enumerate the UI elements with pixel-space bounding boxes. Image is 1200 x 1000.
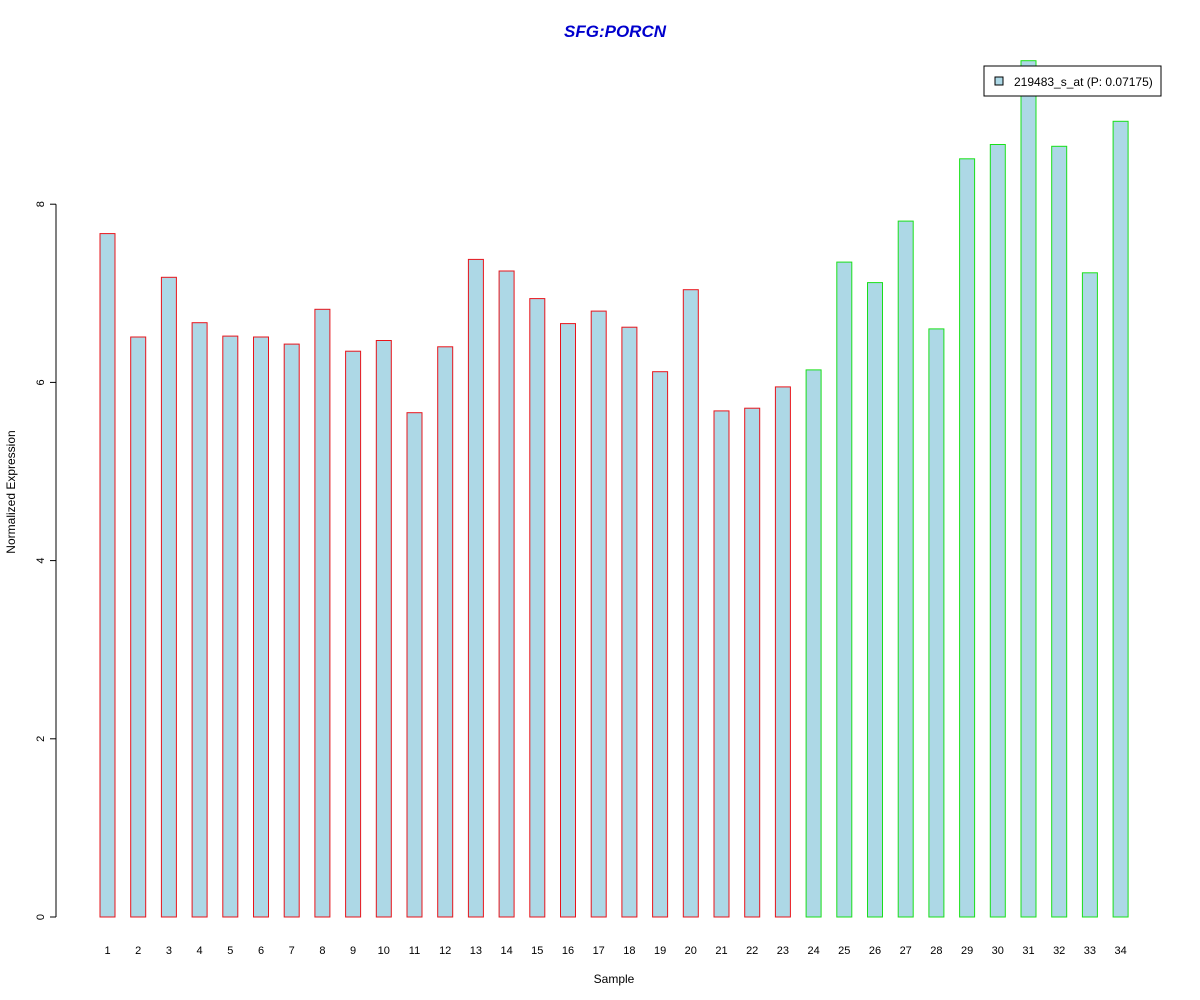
x-tick-label-32: 32 [1053, 945, 1065, 957]
bar-sample-14 [498, 270, 515, 918]
bar-sample-3 [160, 276, 177, 918]
x-tick-label-14: 14 [500, 945, 512, 957]
x-tick-label-5: 5 [227, 945, 233, 957]
x-tick-label-27: 27 [900, 945, 912, 957]
bar-sample-27 [897, 220, 914, 918]
x-tick-label-26: 26 [869, 945, 881, 957]
chart-title: SFG:PORCN [564, 22, 667, 41]
bar-sample-1 [99, 233, 116, 918]
y-tick-label-4: 4 [35, 558, 47, 564]
bar-sample-4 [191, 322, 208, 918]
x-tick-label-16: 16 [562, 945, 574, 957]
x-tick-label-20: 20 [685, 945, 697, 957]
y-axis-label: Normalized Expression [4, 430, 18, 553]
y-tick-label-8: 8 [35, 201, 47, 207]
y-tick-label-2: 2 [35, 736, 47, 742]
x-tick-label-17: 17 [593, 945, 605, 957]
x-tick-label-29: 29 [961, 945, 973, 957]
y-tick-label-0: 0 [35, 914, 47, 920]
x-tick-label-4: 4 [197, 945, 203, 957]
x-tick-label-3: 3 [166, 945, 172, 957]
bar-sample-8 [314, 308, 331, 918]
x-tick-label-28: 28 [930, 945, 942, 957]
x-tick-label-7: 7 [289, 945, 295, 957]
bar-sample-20 [682, 289, 699, 918]
x-axis: 1 2 3 4 5 6 7 8 9 10 11 12 13 14 15 16 17 18 19 20 21 22 23 24 2… [104, 945, 1126, 957]
legend-label: 219483_s_at (P: 0.07175) [1014, 75, 1153, 89]
x-tick-label-10: 10 [378, 945, 390, 957]
bar-sample-21 [713, 410, 730, 918]
legend: 219483_s_at (P: 0.07175) [983, 65, 1162, 97]
x-tick-label-15: 15 [531, 945, 543, 957]
bar-sample-5 [222, 335, 239, 918]
plot-area [99, 60, 1129, 918]
bar-sample-7 [283, 343, 300, 918]
bar-sample-19 [652, 371, 669, 918]
x-tick-label-25: 25 [838, 945, 850, 957]
x-tick-label-22: 22 [746, 945, 758, 957]
y-axis: 0 2 4 6 8 [35, 201, 57, 920]
x-tick-label-2: 2 [135, 945, 141, 957]
x-axis-label: Sample [594, 972, 635, 986]
bar-sample-26 [867, 282, 883, 918]
bar-sample-30 [989, 144, 1006, 918]
x-tick-label-19: 19 [654, 945, 666, 957]
x-tick-label-31: 31 [1022, 945, 1034, 957]
bar-sample-32 [1051, 145, 1068, 918]
legend-swatch [994, 76, 1004, 86]
x-tick-label-6: 6 [258, 945, 264, 957]
y-tick-label-6: 6 [35, 379, 47, 385]
bar-sample-2 [130, 336, 147, 918]
bar-sample-15 [529, 298, 546, 918]
x-tick-label-30: 30 [992, 945, 1004, 957]
bar-sample-24 [805, 369, 822, 918]
bar-sample-34 [1112, 120, 1129, 918]
bar-sample-33 [1081, 272, 1098, 918]
bar-sample-17 [590, 310, 607, 918]
x-tick-label-33: 33 [1084, 945, 1096, 957]
bar-sample-11 [406, 412, 423, 918]
x-tick-label-23: 23 [777, 945, 789, 957]
x-tick-label-34: 34 [1114, 945, 1126, 957]
bar-sample-18 [621, 326, 638, 918]
x-tick-label-13: 13 [470, 945, 482, 957]
bar-sample-12 [437, 346, 454, 918]
bar-sample-31 [1020, 60, 1037, 918]
x-tick-label-1: 1 [104, 945, 110, 957]
legend-box [983, 65, 1162, 97]
bar-sample-29 [959, 158, 976, 918]
bar-sample-22 [744, 407, 761, 918]
x-tick-label-9: 9 [350, 945, 356, 957]
x-tick-label-21: 21 [715, 945, 727, 957]
x-tick-label-24: 24 [807, 945, 819, 957]
bar-sample-25 [836, 261, 853, 918]
bar-sample-9 [345, 350, 362, 918]
bar-sample-16 [560, 323, 576, 918]
bar-sample-23 [774, 386, 791, 918]
bar-sample-6 [253, 336, 269, 918]
bar-sample-13 [467, 258, 484, 918]
x-tick-label-8: 8 [319, 945, 325, 957]
bar-sample-28 [928, 328, 945, 918]
x-tick-label-12: 12 [439, 945, 451, 957]
x-tick-label-18: 18 [623, 945, 635, 957]
x-tick-label-11: 11 [409, 945, 420, 957]
bar-sample-10 [375, 340, 392, 918]
